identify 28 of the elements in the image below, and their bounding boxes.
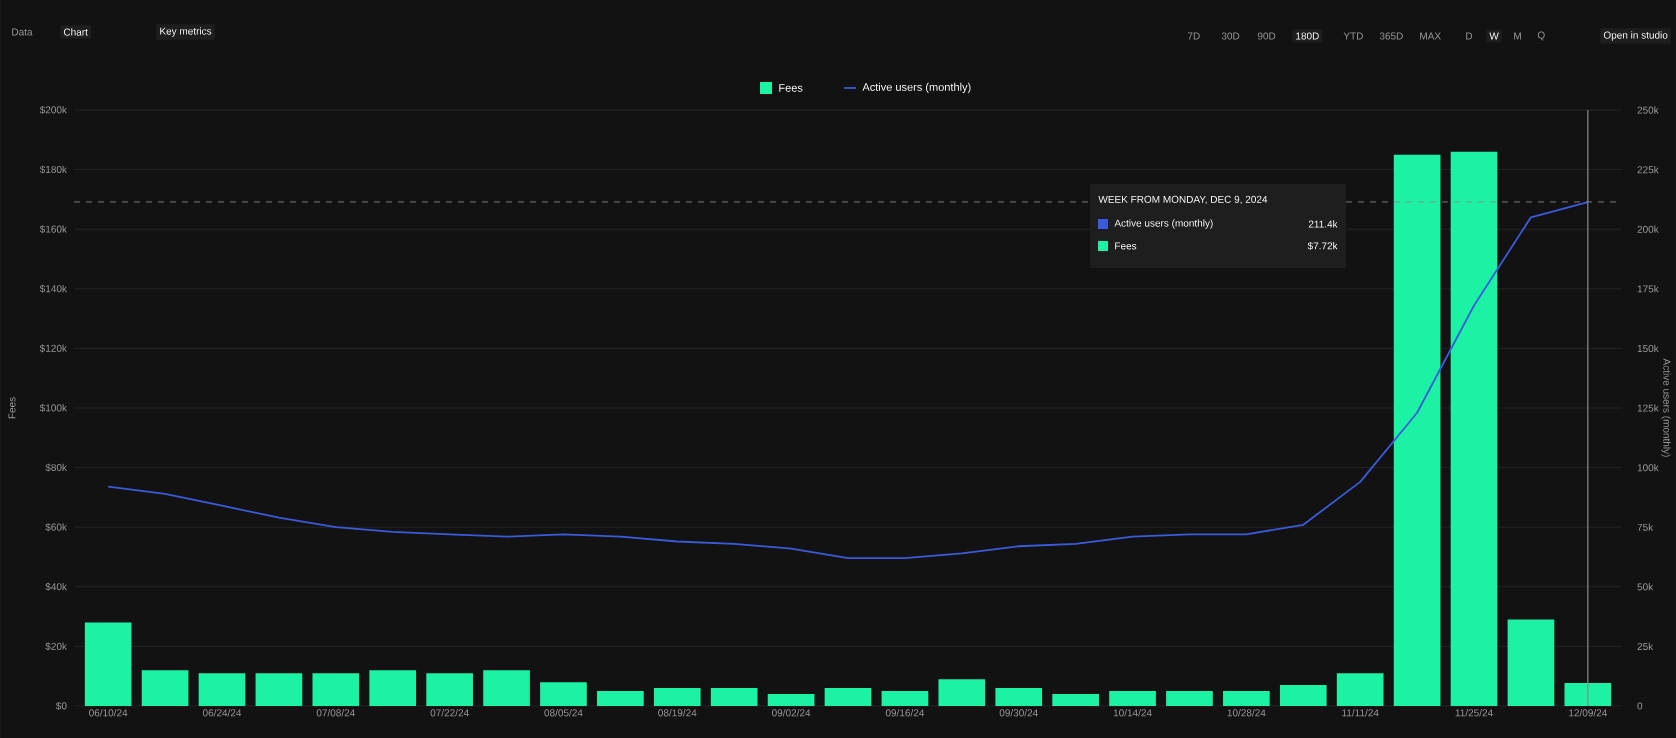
bar [881,691,929,706]
bar [198,673,246,706]
line-series [107,201,1589,560]
bar [995,688,1043,706]
bar [1223,691,1270,706]
bar [1052,694,1099,706]
bar [1279,685,1327,706]
bar [767,694,815,706]
bar [1166,691,1213,706]
bar [369,670,417,706]
bar [84,622,132,706]
bar [255,673,303,706]
bar [312,673,360,706]
bar [1109,691,1156,706]
bar [597,691,644,706]
bar [1336,673,1384,706]
bar [426,673,473,706]
bar [1564,682,1612,706]
bar [1450,151,1498,706]
bar [540,682,587,706]
bar [483,670,530,706]
bar [1507,619,1555,706]
bar [653,688,701,706]
bar [1393,154,1441,706]
bar [141,670,189,706]
bar [710,688,758,706]
bar [938,679,986,706]
bar [824,688,872,706]
